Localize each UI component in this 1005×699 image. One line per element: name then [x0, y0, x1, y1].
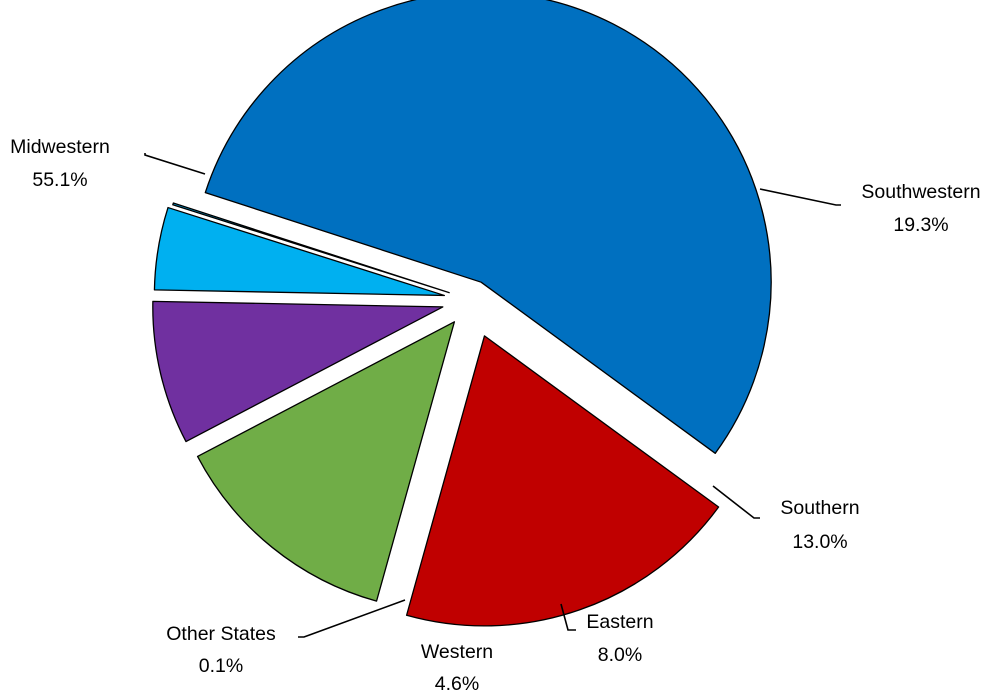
pie-slice-midwestern [204, 0, 772, 454]
data-label-name: Midwestern [10, 136, 110, 158]
data-labels-layer: Midwestern 55.1% Southwestern 19.3% Southern… [10, 136, 980, 695]
data-label-value: 4.6% [435, 673, 479, 694]
data-label-value: 0.1% [199, 655, 243, 677]
pie-slice-southern [196, 321, 456, 602]
data-label-name: Southwestern [861, 181, 980, 203]
data-label-name: Eastern [586, 611, 653, 633]
data-label-name: Southern [780, 497, 859, 519]
leader-line-other-states [298, 599, 406, 638]
leader-line-eastern [560, 603, 576, 631]
leader-line-midwestern [144, 153, 206, 175]
data-label-value: 19.3% [893, 214, 948, 236]
data-label-value: 55.1% [32, 169, 87, 191]
leader-line-southern [712, 485, 760, 519]
pie-slice-other-states [172, 202, 450, 294]
pie-slice-eastern [152, 300, 444, 443]
leader-lines-layer [144, 153, 841, 638]
pie-slice-southwestern [405, 335, 720, 627]
slices-layer [152, 0, 772, 627]
data-label-name: Western [421, 641, 493, 663]
data-label-name: Other States [166, 623, 276, 645]
pie-slice-western [153, 206, 446, 297]
leader-line-southwestern [759, 188, 841, 206]
data-label-value: 8.0% [598, 644, 642, 666]
data-label-value: 13.0% [792, 531, 847, 553]
